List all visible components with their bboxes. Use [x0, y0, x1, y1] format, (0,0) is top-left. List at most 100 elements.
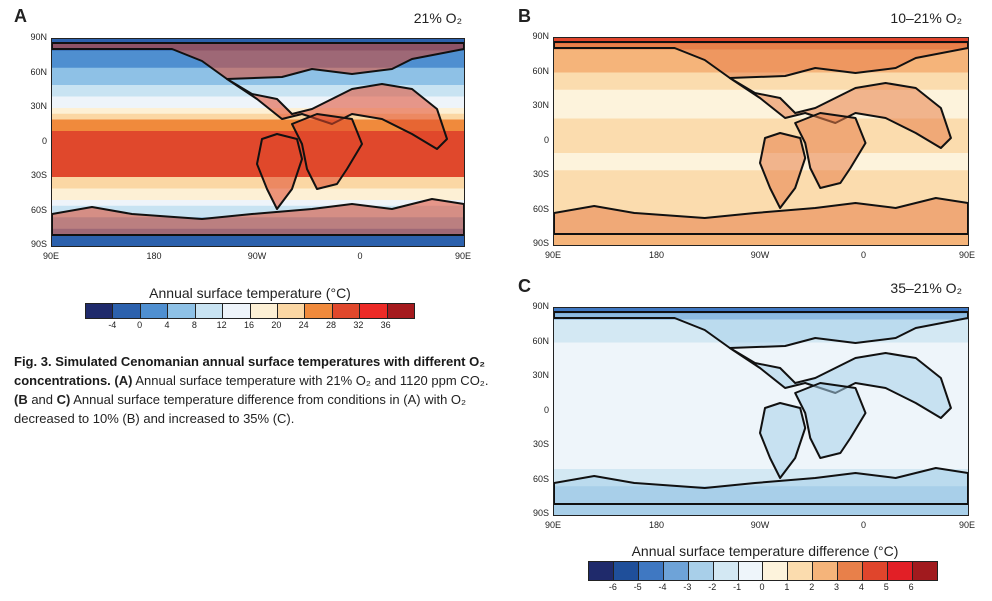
lat-tick-label: 30S: [30, 170, 47, 180]
colorbar-tick-label: 8: [191, 320, 197, 330]
colorbar-tick-label: 32: [353, 320, 364, 330]
lon-tick-label: 0: [860, 250, 866, 260]
lon-tick-label: 180: [648, 250, 665, 260]
colorbar-tick-label: 6: [908, 582, 914, 592]
panel-a-map: [51, 38, 465, 247]
zonal-band: [554, 440, 968, 470]
continent-outline: [728, 347, 952, 419]
caption-text-bc: Annual surface temperature difference fr…: [14, 392, 467, 426]
continent-outline: [52, 42, 464, 80]
zonal-band: [52, 234, 464, 246]
colorbar-tick-label: 12: [216, 320, 227, 330]
colorbar-tick-label: 0: [759, 582, 765, 592]
zonal-band: [554, 503, 968, 515]
colorbar-swatch: [113, 304, 141, 318]
colorbar-tick-label: 2: [809, 582, 815, 592]
colorbar-tick-label: 3: [834, 582, 840, 592]
zonal-band: [554, 388, 968, 401]
lat-tick-label: 90N: [30, 32, 47, 42]
zonal-band: [554, 170, 968, 200]
colorbar-swatch: [305, 304, 333, 318]
colorbar-swatch: [863, 562, 889, 580]
colorbar-a-title: Annual surface temperature (°C): [149, 285, 351, 301]
lat-tick-label: 30N: [532, 100, 549, 110]
panel-b-title: 10–21% O₂: [890, 10, 962, 26]
caption-and: and: [27, 392, 57, 407]
lon-tick-label: 0: [357, 251, 363, 261]
colorbar-swatch: [713, 562, 739, 580]
zonal-band: [52, 188, 464, 201]
lat-tick-label: 90N: [532, 31, 549, 41]
panel-c-letter: C: [518, 276, 531, 296]
colorbar-swatch: [688, 562, 714, 580]
lat-tick-label: 90S: [532, 238, 549, 248]
colorbar-tick-label: 0: [137, 320, 143, 330]
lon-tick-label: 90E: [544, 520, 561, 530]
lat-tick-label: 90N: [532, 301, 549, 311]
colorbar-tick-label: -1: [733, 582, 742, 592]
colorbar-swatch: [360, 304, 388, 318]
colorbar-diff-title: Annual surface temperature difference (°…: [631, 543, 899, 559]
lon-tick-label: 90E: [454, 251, 471, 261]
continent-outline: [758, 402, 807, 479]
panel-a-title: 21% O₂: [413, 10, 462, 26]
colorbar-tick-label: -2: [708, 582, 717, 592]
lat-tick-label: 0: [543, 134, 549, 145]
zonal-band: [554, 118, 968, 131]
lat-tick-label: 60N: [30, 66, 47, 77]
lon-tick-label: 90E: [544, 250, 561, 260]
colorbar-swatch: [763, 562, 789, 580]
caption-title: Simulated Cenomanian annual surface temp…: [14, 354, 485, 388]
colorbar-swatch: [788, 562, 814, 580]
zonal-band: [52, 113, 464, 120]
panel-a-heatmap-svg: [52, 39, 464, 246]
lat-tick-label: 60N: [532, 335, 549, 346]
colorbar-swatch: [589, 562, 614, 580]
colorbar-tick-label: -4: [658, 582, 667, 592]
lat-tick-label: 90S: [30, 239, 47, 249]
lon-tick-label: 180: [146, 251, 162, 261]
colorbar-swatch: [838, 562, 864, 580]
colorbar-swatch: [332, 304, 361, 318]
continent-outline: [794, 112, 867, 189]
colorbar-tick-label: -6: [608, 582, 617, 592]
panel-b-heatmap-svg: [554, 38, 968, 245]
colorbar-swatch: [638, 562, 664, 580]
zonal-band: [554, 233, 968, 245]
panel-a-letter: A: [14, 6, 27, 26]
continent-outline: [794, 382, 867, 459]
colorbar-swatch: [738, 562, 764, 580]
zonal-band: [52, 119, 464, 132]
lon-tick-label: 90W: [247, 251, 267, 261]
panel-c-title: 35–21% O₂: [890, 280, 962, 296]
lat-tick-label: 60S: [532, 203, 549, 214]
lon-tick-label: 0: [860, 520, 866, 530]
lat-tick-label: 30S: [532, 169, 549, 179]
caption-ref-b: (B: [14, 392, 28, 407]
lat-tick-label: 30N: [532, 370, 549, 380]
panel-b-map: [553, 37, 969, 246]
colorbar-tick-label: 4: [164, 320, 170, 330]
zonal-band: [52, 177, 464, 189]
colorbar-swatch: [888, 562, 913, 580]
zonal-band: [52, 108, 464, 115]
colorbar-tick-label: -5: [633, 582, 642, 592]
colorbar-swatch: [663, 562, 689, 580]
lat-tick-label: 0: [543, 404, 549, 415]
colorbar-tick-label: -3: [683, 582, 692, 592]
continent-outline: [291, 113, 363, 190]
colorbar-tick-label: 5: [883, 582, 889, 592]
lon-tick-label: 90W: [750, 250, 770, 260]
colorbar-tick-label: 1: [784, 582, 790, 592]
lon-tick-label: 90E: [958, 520, 975, 530]
colorbar-swatch: [912, 562, 937, 580]
zonal-band: [52, 200, 464, 207]
colorbar-swatch: [613, 562, 639, 580]
colorbar-tick-label: 24: [298, 320, 309, 330]
colorbar-tick-label: 16: [243, 320, 254, 330]
colorbar-diff: [588, 561, 938, 581]
lon-tick-label: 180: [648, 520, 665, 530]
lon-tick-label: 90E: [958, 250, 975, 260]
continent-outline: [758, 132, 807, 209]
lon-tick-label: 90E: [42, 251, 59, 261]
